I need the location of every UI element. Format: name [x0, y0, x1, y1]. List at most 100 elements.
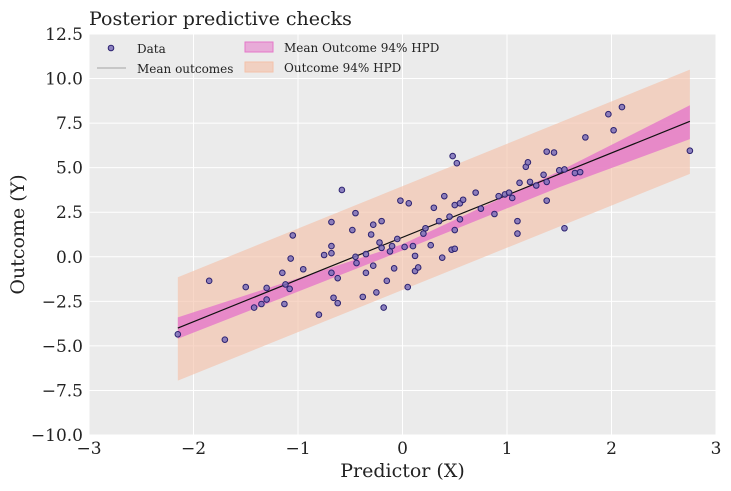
data-point — [561, 166, 568, 173]
data-point — [338, 186, 346, 194]
data-point — [411, 252, 419, 260]
data-point — [250, 304, 258, 311]
x-tick-label: −2 — [181, 439, 206, 459]
data-point — [453, 159, 461, 167]
data-point — [446, 213, 453, 220]
y-tick-label: 0.0 — [56, 248, 83, 268]
y-tick-label: 10.0 — [45, 70, 83, 90]
data-point — [174, 331, 182, 338]
y-tick-label: 5.0 — [56, 159, 83, 179]
data-point — [362, 250, 370, 258]
data-point — [286, 285, 293, 293]
data-point — [378, 244, 385, 252]
data-point — [263, 284, 270, 292]
data-point — [582, 134, 589, 141]
data-point — [610, 126, 617, 134]
data-point — [438, 254, 446, 261]
data-point — [359, 293, 367, 301]
x-tick-label: −3 — [76, 439, 101, 459]
data-point — [353, 259, 360, 267]
data-point — [526, 178, 534, 186]
data-point — [514, 230, 521, 237]
y-tick-label: −7.5 — [42, 381, 83, 401]
mean-outcome-line — [177, 120, 691, 329]
y-tick-label: 12.5 — [45, 25, 83, 45]
data-point — [686, 147, 694, 155]
data-point — [299, 265, 307, 273]
data-point — [328, 269, 335, 277]
data-point — [386, 248, 394, 255]
data-point — [508, 194, 516, 202]
y-axis-label: Outcome (Y) — [7, 174, 29, 294]
data-point — [352, 209, 359, 217]
data-point — [383, 277, 391, 285]
data-point — [388, 242, 396, 250]
data-point — [352, 253, 359, 261]
data-point — [555, 167, 563, 174]
x-tick-label: −1 — [285, 439, 310, 459]
data-point — [328, 242, 335, 250]
data-point — [576, 168, 584, 176]
data-point — [435, 217, 443, 225]
legend-data-marker — [107, 44, 115, 52]
data-point — [472, 189, 479, 196]
data-point — [397, 197, 404, 204]
data-point — [409, 242, 417, 250]
data-point — [401, 243, 408, 251]
data-point — [289, 232, 297, 239]
data-point — [279, 269, 286, 277]
x-tick-label: 2 — [606, 439, 617, 459]
data-point — [456, 216, 464, 223]
legend-mean-hpd-swatch — [244, 41, 274, 53]
data-point — [441, 192, 448, 200]
y-tick-label: −2.5 — [42, 292, 83, 312]
x-tick-label: 3 — [711, 439, 722, 459]
data-point — [477, 205, 485, 212]
data-point — [543, 178, 551, 186]
data-point — [334, 299, 342, 307]
data-point — [373, 289, 380, 296]
data-point — [281, 300, 288, 308]
data-point — [328, 249, 335, 257]
y-tick-labels: −10.0 −7.5 −5.0 −2.5 0.0 2.5 5.0 7.5 10.0 12.5 — [31, 25, 83, 446]
y-tick-label: 2.5 — [56, 203, 83, 223]
data-point — [287, 255, 294, 262]
data-point — [367, 231, 375, 238]
data-point — [514, 217, 521, 225]
data-point — [390, 265, 398, 272]
hpd-band — [177, 105, 690, 339]
legend-outcome-hpd-label: Outcome 94% HPD — [284, 61, 401, 75]
data-point — [376, 239, 383, 246]
data-point — [561, 224, 568, 232]
data-point — [495, 192, 502, 200]
data-point — [349, 226, 356, 234]
data-point — [532, 182, 540, 189]
data-point — [414, 264, 422, 271]
data-point — [393, 235, 401, 243]
data-point — [334, 274, 342, 282]
data-point — [550, 149, 558, 156]
data-point — [571, 169, 579, 177]
data-point — [451, 226, 459, 234]
data-point — [543, 197, 551, 204]
y-tick-label: −5.0 — [42, 337, 83, 357]
data-point — [263, 296, 270, 303]
legend: Data Mean outcomes Mean Outcome 94% HPD Out… — [97, 41, 439, 76]
data-point — [282, 281, 289, 288]
legend-data-label: Data — [137, 42, 166, 56]
x-tick-label: 1 — [502, 439, 513, 459]
data-point — [205, 277, 213, 285]
data-point — [524, 159, 532, 166]
data-point — [618, 103, 626, 111]
data-point — [505, 189, 513, 196]
legend-mean-hpd-label: Mean Outcome 94% HPD — [284, 41, 439, 55]
data-point — [516, 179, 523, 187]
data-point — [420, 230, 427, 237]
x-tick-label: 0 — [397, 439, 408, 459]
data-point — [315, 311, 323, 319]
data-point — [369, 221, 377, 228]
data-point — [430, 204, 438, 212]
data-point — [540, 171, 547, 179]
y-tick-label: 7.5 — [56, 114, 83, 134]
